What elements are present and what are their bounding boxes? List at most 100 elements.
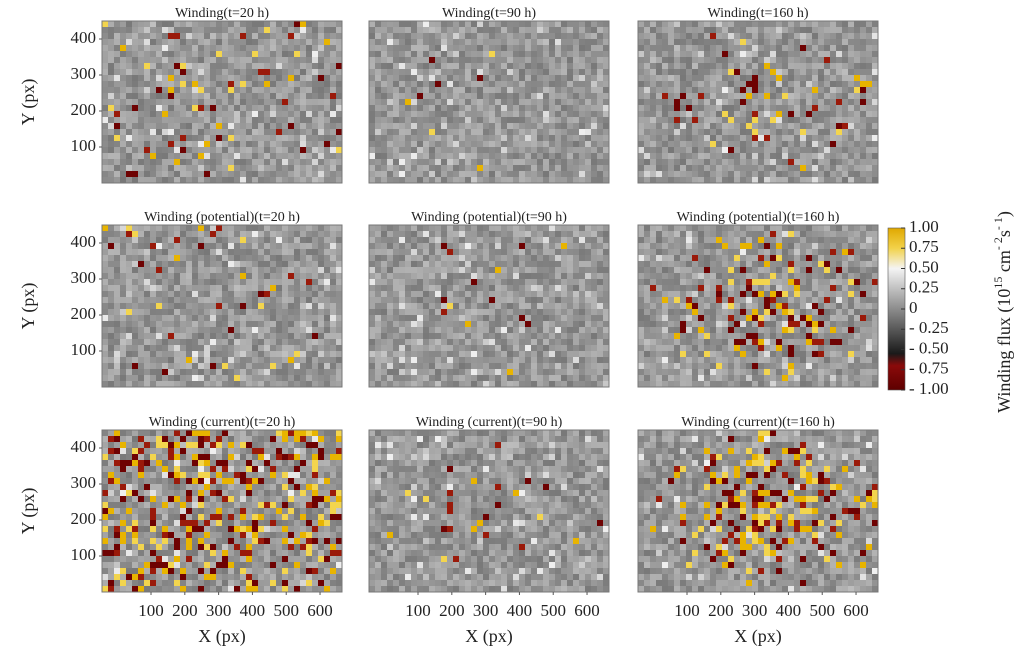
heatmap-texture: [477, 129, 483, 135]
heatmap-texture: [710, 141, 716, 147]
heatmap-texture: [728, 45, 734, 51]
heatmap-texture: [686, 159, 692, 165]
heatmap-texture: [423, 231, 429, 237]
heatmap-texture: [411, 39, 417, 45]
heatmap-texture: [174, 45, 180, 51]
heatmap-texture: [405, 297, 411, 303]
heatmap-texture: [234, 45, 240, 51]
heatmap-texture: [758, 33, 764, 39]
heatmap-texture: [489, 375, 495, 381]
heatmap-texture: [306, 93, 312, 99]
heatmap-texture: [324, 261, 330, 267]
heatmap-texture: [324, 27, 330, 33]
heatmap-texture: [204, 291, 210, 297]
heatmap-texture: [204, 327, 210, 333]
heatmap-texture: [162, 237, 168, 243]
heatmap-texture: [573, 87, 579, 93]
heatmap-texture: [519, 69, 525, 75]
heatmap-texture: [722, 75, 728, 81]
heatmap-texture: [477, 351, 483, 357]
heatmap-texture: [537, 99, 543, 105]
heatmap-texture: [812, 129, 818, 135]
heatmap-texture: [168, 99, 174, 105]
heatmap-texture: [216, 129, 222, 135]
heatmap-texture: [180, 165, 186, 171]
heatmap-texture: [579, 123, 585, 129]
heatmap-texture: [537, 93, 543, 99]
heatmap-texture: [501, 81, 507, 87]
heatmap-texture: [204, 87, 210, 93]
heatmap-texture: [405, 81, 411, 87]
heatmap-texture: [114, 27, 120, 33]
heatmap-texture: [824, 141, 830, 147]
heatmap-texture: [126, 123, 132, 129]
heatmap-texture: [120, 321, 126, 327]
heatmap-texture: [722, 99, 728, 105]
heatmap-texture: [282, 147, 288, 153]
heatmap-texture: [447, 27, 453, 33]
heatmap-texture: [603, 63, 609, 69]
heatmap-texture: [489, 123, 495, 129]
heatmap-texture: [210, 309, 216, 315]
heatmap-texture: [447, 351, 453, 357]
heatmap-texture: [264, 333, 270, 339]
heatmap-texture: [872, 111, 878, 117]
heatmap-texture: [126, 255, 132, 261]
heatmap-texture: [312, 111, 318, 117]
heatmap-texture: [597, 63, 603, 69]
heatmap-texture: [453, 303, 459, 309]
heatmap-texture: [102, 117, 108, 123]
heatmap-texture: [222, 57, 228, 63]
heatmap-texture: [585, 105, 591, 111]
heatmap-texture: [264, 141, 270, 147]
heatmap-texture: [222, 123, 228, 129]
heatmap-texture: [168, 147, 174, 153]
heatmap-texture: [728, 141, 734, 147]
heatmap-texture: [872, 177, 878, 183]
heatmap-texture: [318, 261, 324, 267]
heatmap-texture: [585, 33, 591, 39]
heatmap-texture: [381, 255, 387, 261]
heatmap-texture: [306, 81, 312, 87]
heatmap-texture: [537, 177, 543, 183]
heatmap-texture: [501, 243, 507, 249]
heatmap-texture: [222, 165, 228, 171]
heatmap-texture: [680, 177, 686, 183]
heatmap-texture: [192, 81, 198, 87]
heatmap-texture: [459, 87, 465, 93]
heatmap-texture: [120, 309, 126, 315]
heatmap-texture: [405, 249, 411, 255]
heatmap-texture: [686, 69, 692, 75]
heatmap-texture: [150, 261, 156, 267]
heatmap-texture: [417, 321, 423, 327]
heatmap-texture: [800, 63, 806, 69]
heatmap-texture: [114, 87, 120, 93]
heatmap-texture: [854, 159, 860, 165]
heatmap-texture: [126, 297, 132, 303]
heatmap-texture: [282, 321, 288, 327]
heatmap-texture: [186, 255, 192, 261]
heatmap-texture: [710, 33, 716, 39]
heatmap-texture: [387, 267, 393, 273]
heatmap-texture: [770, 177, 776, 183]
heatmap-texture: [495, 339, 501, 345]
heatmap-texture: [306, 249, 312, 255]
heatmap-texture: [800, 81, 806, 87]
heatmap-texture: [758, 177, 764, 183]
heatmap-texture: [210, 231, 216, 237]
heatmap-texture: [324, 291, 330, 297]
heatmap-texture: [252, 123, 258, 129]
heatmap-texture: [180, 327, 186, 333]
heatmap-texture: [288, 147, 294, 153]
heatmap-texture: [222, 93, 228, 99]
heatmap-texture: [650, 63, 656, 69]
heatmap-texture: [788, 69, 794, 75]
heatmap-texture: [174, 321, 180, 327]
heatmap-texture: [447, 99, 453, 105]
heatmap-texture: [150, 75, 156, 81]
heatmap-texture: [579, 57, 585, 63]
heatmap-texture: [465, 117, 471, 123]
heatmap-texture: [830, 45, 836, 51]
heatmap-texture: [680, 165, 686, 171]
heatmap-texture: [405, 309, 411, 315]
